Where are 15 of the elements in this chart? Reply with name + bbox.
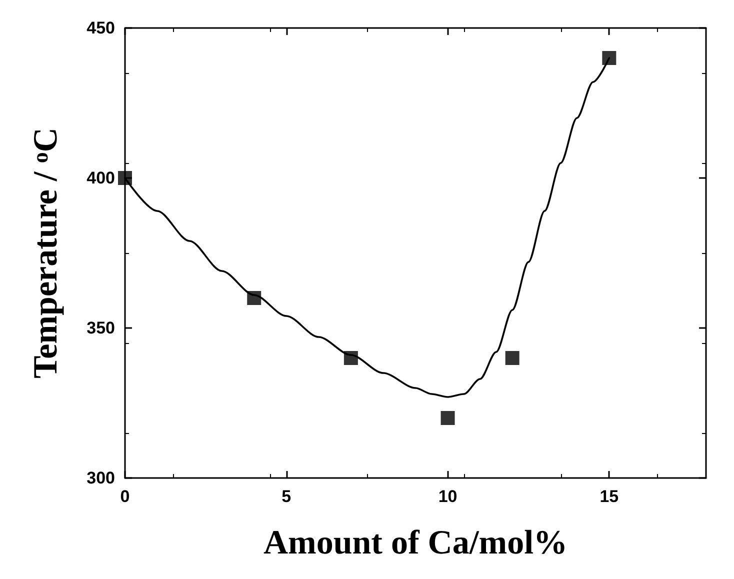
y-tick-label: 300 bbox=[86, 468, 115, 488]
point bbox=[247, 291, 262, 305]
point bbox=[505, 351, 520, 365]
y-tick-label: 400 bbox=[86, 168, 115, 188]
y-tick-label: 450 bbox=[86, 18, 115, 38]
x-tick-label: 5 bbox=[282, 487, 292, 506]
x-tick-label: 0 bbox=[120, 487, 130, 506]
y-tick-label: 350 bbox=[86, 318, 115, 338]
x-axis-title: Amount of Ca/mol% bbox=[263, 524, 568, 562]
point bbox=[602, 51, 616, 65]
point bbox=[344, 351, 358, 365]
point bbox=[440, 411, 455, 425]
x-tick-label: 10 bbox=[438, 487, 458, 506]
x-tick-label: 15 bbox=[600, 487, 619, 506]
y-axis-title: Temperature / oC bbox=[28, 128, 64, 378]
